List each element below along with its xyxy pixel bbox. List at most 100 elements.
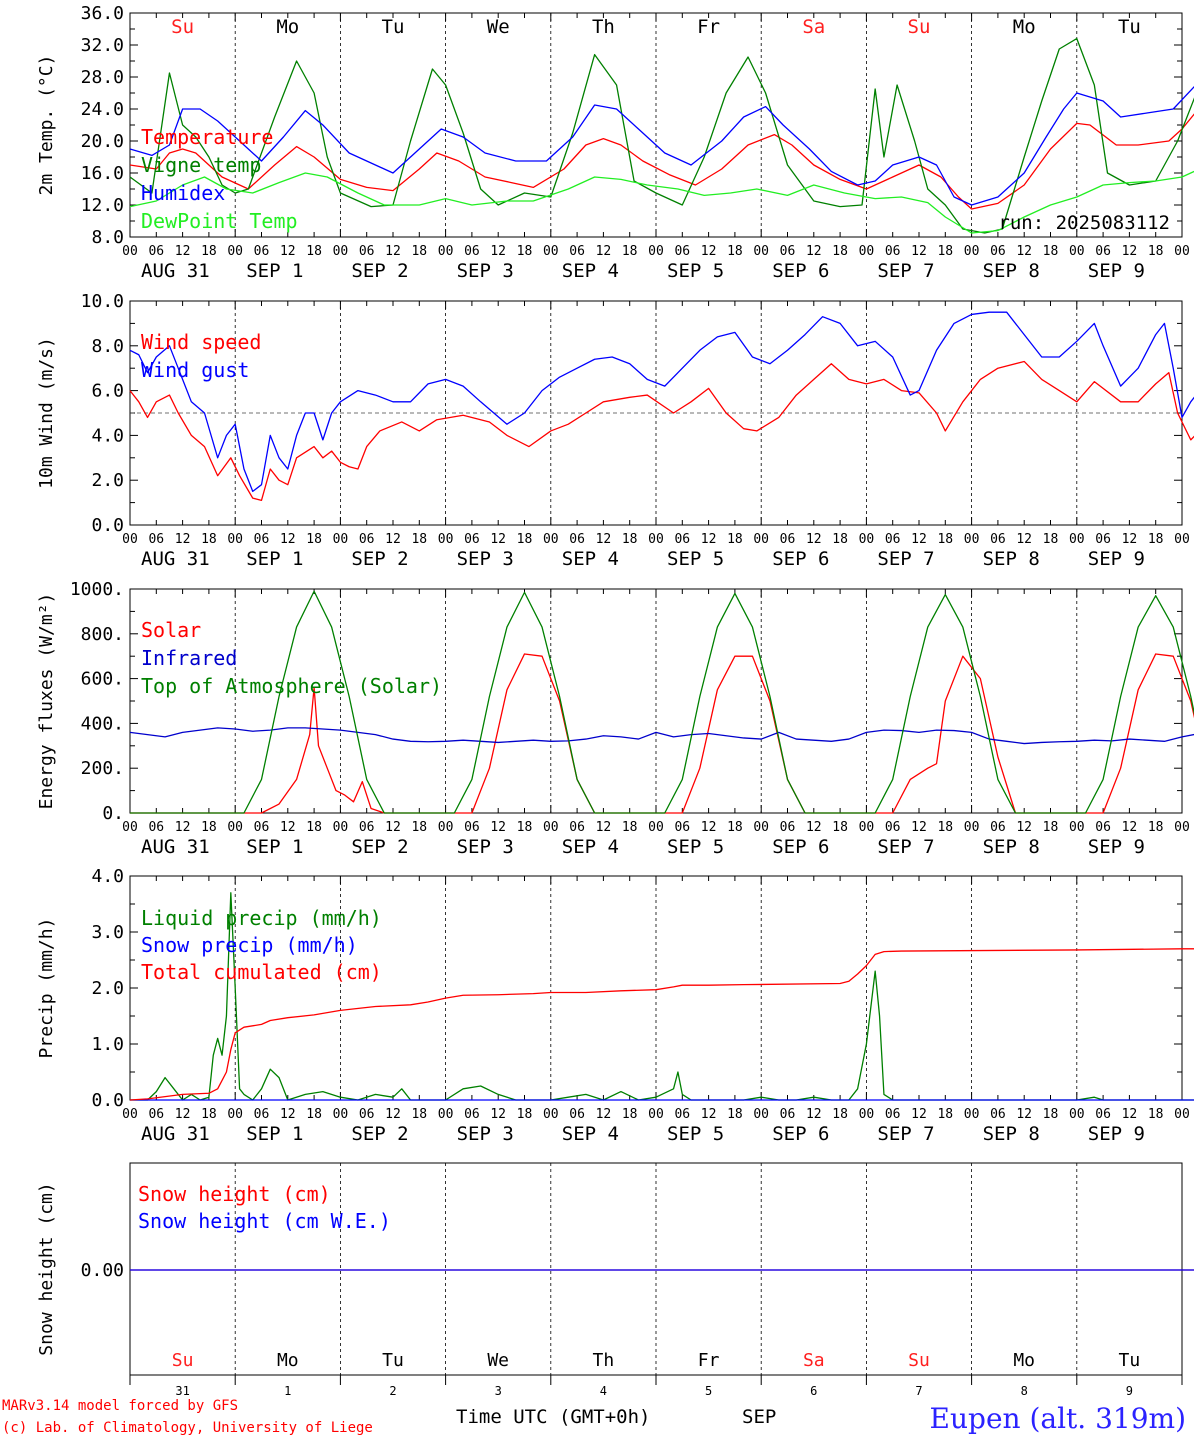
month-label: SEP xyxy=(742,1406,777,1428)
day-number-label: 6 xyxy=(810,1384,817,1398)
weekday-label: Sa xyxy=(803,1350,825,1371)
series-line-dewpoint-temp xyxy=(129,170,1194,234)
hour-tick-label: 06 xyxy=(569,244,585,259)
hour-tick-label: 18 xyxy=(622,532,638,547)
hour-tick-label: 12 xyxy=(490,532,506,547)
hour-tick-label: 06 xyxy=(885,820,901,835)
date-label: SEP 6 xyxy=(772,836,829,858)
hour-tick-label: 06 xyxy=(990,532,1006,547)
series-line-wind-speed xyxy=(129,360,1194,502)
hour-tick-label: 00 xyxy=(859,244,875,259)
hour-tick-label: 18 xyxy=(937,532,953,547)
hour-tick-label: 06 xyxy=(674,244,690,259)
hour-tick-label: 18 xyxy=(201,820,217,835)
hour-tick-label: 18 xyxy=(306,532,322,547)
hour-tick-label: 18 xyxy=(201,1107,217,1122)
hour-tick-label: 00 xyxy=(964,244,980,259)
hour-tick-label: 06 xyxy=(148,820,164,835)
hour-tick-label: 00 xyxy=(648,532,664,547)
hour-tick-label: 18 xyxy=(411,1107,427,1122)
y-tick-label: 2.0 xyxy=(91,470,124,491)
date-label: SEP 8 xyxy=(983,260,1040,282)
date-label: SEP 4 xyxy=(562,548,619,570)
hour-tick-label: 18 xyxy=(1148,1107,1164,1122)
hour-tick-label: 00 xyxy=(648,244,664,259)
hour-tick-label: 00 xyxy=(1069,1107,1085,1122)
date-label: SEP 6 xyxy=(772,1123,829,1145)
y-tick-label: 0.0 xyxy=(91,515,124,536)
date-label: SEP 8 xyxy=(983,548,1040,570)
hour-tick-label: 06 xyxy=(464,1107,480,1122)
date-label: SEP 5 xyxy=(667,548,724,570)
weekday-label: Su xyxy=(908,16,931,38)
station-label: Eupen (alt. 319m) xyxy=(929,1402,1186,1435)
hour-tick-label: 12 xyxy=(1016,820,1032,835)
date-label: AUG 31 xyxy=(141,836,210,858)
hour-tick-label: 06 xyxy=(990,244,1006,259)
hour-tick-label: 06 xyxy=(780,532,796,547)
hour-tick-label: 06 xyxy=(990,820,1006,835)
hour-tick-label: 12 xyxy=(1122,820,1138,835)
hour-tick-label: 00 xyxy=(438,1107,454,1122)
y-tick-label: 28.0 xyxy=(81,67,124,88)
hour-tick-label: 00 xyxy=(859,1107,875,1122)
legend-entry: Humidex xyxy=(141,181,225,205)
date-label: SEP 3 xyxy=(457,548,514,570)
y-axis-label: Snow height (cm) xyxy=(36,1182,57,1355)
hour-tick-label: 06 xyxy=(359,244,375,259)
hour-tick-label: 00 xyxy=(1174,244,1190,259)
day-number-label: 9 xyxy=(1126,1384,1133,1398)
hour-tick-label: 06 xyxy=(780,1107,796,1122)
hour-tick-label: 18 xyxy=(832,820,848,835)
hour-tick-label: 00 xyxy=(964,1107,980,1122)
y-tick-label: 0. xyxy=(102,803,124,824)
date-label: SEP 7 xyxy=(877,260,934,282)
hour-tick-label: 00 xyxy=(122,1107,138,1122)
date-label: AUG 31 xyxy=(141,548,210,570)
y-tick-label: 600. xyxy=(81,669,124,690)
date-label: SEP 2 xyxy=(351,836,408,858)
date-label: SEP 7 xyxy=(877,1123,934,1145)
hour-tick-label: 00 xyxy=(1069,532,1085,547)
hour-tick-label: 12 xyxy=(911,244,927,259)
hour-tick-label: 18 xyxy=(622,244,638,259)
hour-tick-label: 00 xyxy=(543,1107,559,1122)
weekday-label: Mo xyxy=(276,16,299,38)
date-label: SEP 3 xyxy=(457,836,514,858)
y-axis-label: 10m Wind (m/s) xyxy=(36,337,57,489)
hour-tick-label: 18 xyxy=(937,1107,953,1122)
hour-tick-label: 00 xyxy=(1069,820,1085,835)
hour-tick-label: 00 xyxy=(333,532,349,547)
date-label: SEP 9 xyxy=(1088,260,1145,282)
day-number-label: 5 xyxy=(705,1384,712,1398)
hour-tick-label: 00 xyxy=(227,244,243,259)
hour-tick-label: 18 xyxy=(411,820,427,835)
hour-tick-label: 12 xyxy=(280,244,296,259)
hour-tick-label: 18 xyxy=(937,820,953,835)
weekday-label: Su xyxy=(908,1350,930,1371)
hour-tick-label: 12 xyxy=(1122,244,1138,259)
hour-tick-label: 12 xyxy=(385,532,401,547)
y-tick-label: 36.0 xyxy=(81,3,124,24)
hour-tick-label: 00 xyxy=(648,820,664,835)
date-label: SEP 3 xyxy=(457,1123,514,1145)
legend-entry: Temperature xyxy=(141,125,273,149)
series-line-solar xyxy=(130,653,1194,814)
y-tick-label: 0.00 xyxy=(81,1260,124,1281)
hour-tick-label: 00 xyxy=(543,244,559,259)
hour-tick-label: 06 xyxy=(148,532,164,547)
hour-tick-label: 12 xyxy=(1016,244,1032,259)
weekday-label: Th xyxy=(592,16,615,38)
hour-tick-label: 18 xyxy=(622,820,638,835)
weekday-label: Sa xyxy=(802,16,825,38)
hour-tick-label: 00 xyxy=(964,820,980,835)
legend-entry: Top of Atmosphere (Solar) xyxy=(141,674,442,698)
y-tick-label: 1000. xyxy=(70,579,124,600)
hour-tick-label: 06 xyxy=(885,1107,901,1122)
hour-tick-label: 18 xyxy=(1148,244,1164,259)
day-number-label: 31 xyxy=(175,1384,189,1398)
hour-tick-label: 12 xyxy=(701,820,717,835)
hour-tick-label: 12 xyxy=(701,532,717,547)
y-tick-label: 400. xyxy=(81,713,124,734)
